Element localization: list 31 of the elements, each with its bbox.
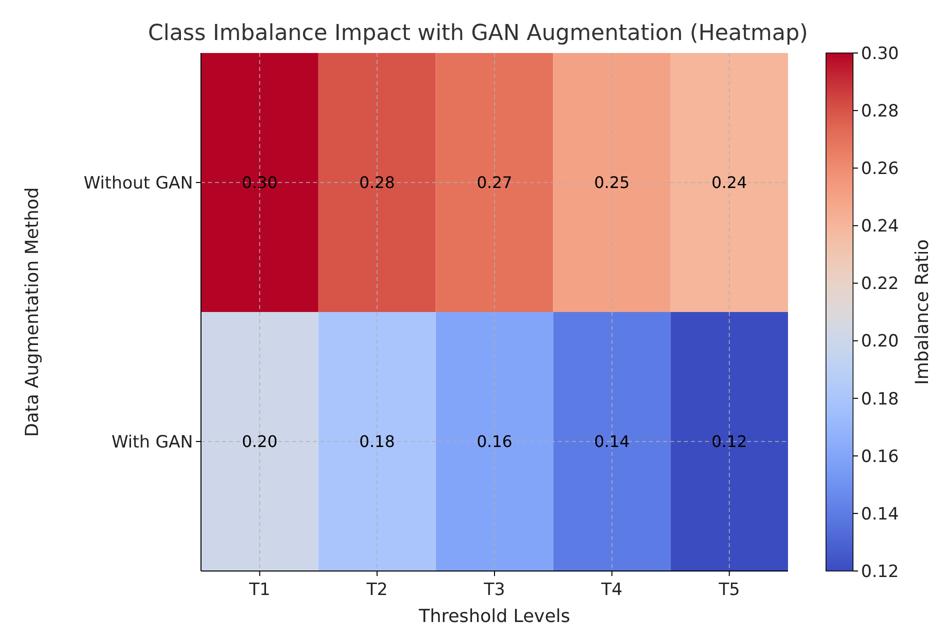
chart-title: Class Imbalance Impact with GAN Augmentation (Heatmap) xyxy=(148,21,808,46)
data-label: 0.25 xyxy=(594,173,630,192)
x-tick-label: T2 xyxy=(366,580,388,600)
data-label: 0.14 xyxy=(594,432,630,452)
data-label: 0.16 xyxy=(476,432,512,452)
data-label: 0.20 xyxy=(242,432,278,452)
data-label: 0.30 xyxy=(242,173,278,192)
y-tick-label: With GAN xyxy=(111,432,193,452)
data-label: 0.28 xyxy=(359,173,395,192)
y-axis-title: Data Augmentation Method xyxy=(22,187,43,437)
color-bar-label: 0.20 xyxy=(861,332,899,352)
data-label: 0.27 xyxy=(476,173,512,192)
x-tick-label: T5 xyxy=(718,580,740,600)
x-tick-label: T3 xyxy=(482,580,506,600)
color-bar-label: 0.30 xyxy=(861,44,899,64)
x-axis-title: Threshold Levels xyxy=(418,606,570,623)
color-bar-label: 0.28 xyxy=(861,102,899,122)
color-bar-label: 0.18 xyxy=(861,389,899,410)
color-bar-label: 0.24 xyxy=(861,216,899,237)
color-bar-label: 0.14 xyxy=(861,504,899,524)
color-bar-label: 0.16 xyxy=(861,446,899,467)
x-tick-label: T1 xyxy=(248,580,270,600)
color-bar-title: Imbalance Ratio xyxy=(912,239,933,385)
data-label: 0.24 xyxy=(711,173,748,192)
color-bar-label: 0.22 xyxy=(861,274,899,294)
y-tick-label: Without GAN xyxy=(84,173,193,194)
color-bar-label: 0.26 xyxy=(861,159,899,180)
data-label: 0.12 xyxy=(711,432,748,452)
data-label: 0.18 xyxy=(359,432,395,452)
x-tick-label: T4 xyxy=(600,580,622,600)
color-bar-label: 0.12 xyxy=(861,562,899,582)
